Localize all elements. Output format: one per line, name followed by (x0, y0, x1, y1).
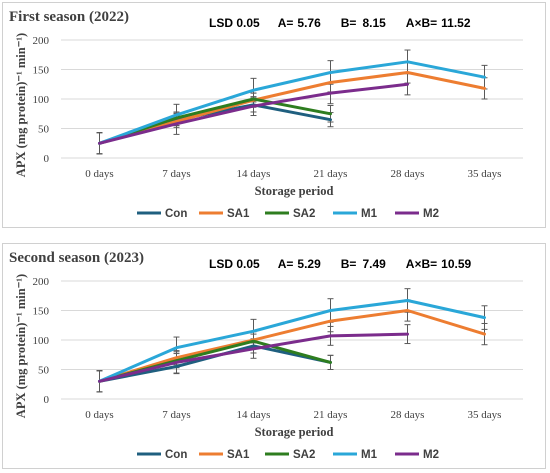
series-line-m1 (98, 299, 486, 383)
y-tick-label: 50 (38, 124, 50, 136)
chart-panel-second-season: Second season (2023) LSD 0.05 A= 5.29 B= 7.49… (2, 243, 546, 469)
x-tick-label: 35 days (468, 409, 502, 421)
lsd-annotation: LSD 0.05 A= 5.76 B= 8.15 A×B= 11.52 (209, 16, 471, 30)
lsd-a-value: 5.29 (297, 257, 321, 271)
x-tick-label: 28 days (391, 409, 425, 421)
y-tick-label: 200 (33, 35, 50, 47)
y-tick-label: 150 (33, 306, 50, 318)
legend-label-sa1: SA1 (227, 208, 250, 220)
lsd-b-label: B= (341, 16, 357, 30)
lsd-axb-label: A×B= (406, 257, 437, 271)
series-line-sa1 (98, 309, 486, 383)
x-tick-label: 7 days (162, 409, 190, 421)
series-line-m1 (98, 60, 486, 145)
x-tick-label: 0 days (85, 168, 113, 180)
y-tick-label: 150 (33, 65, 50, 77)
x-tick-label: 35 days (468, 168, 502, 180)
chart-title: First season (2022) (9, 9, 129, 25)
lsd-b-value: 7.49 (362, 257, 386, 271)
y-axis-title: APX (mg protein)⁻¹ min⁻¹) (14, 33, 28, 177)
y-tick-label: 100 (33, 94, 50, 106)
legend-label-sa2: SA2 (293, 208, 315, 220)
lsd-label: LSD 0.05 (209, 16, 260, 30)
lsd-axb-label: A×B= (406, 16, 437, 30)
legend-label-sa2: SA2 (293, 449, 315, 461)
legend-label-m1: M1 (361, 449, 378, 461)
lsd-annotation: LSD 0.05 A= 5.29 B= 7.49 A×B= 10.59 (209, 257, 472, 271)
legend-label-m1: M1 (361, 208, 378, 220)
x-tick-label: 28 days (391, 168, 425, 180)
x-tick-label: 7 days (162, 168, 190, 180)
legend-label-m2: M2 (423, 449, 439, 461)
lsd-b-value: 8.15 (362, 16, 386, 30)
lsd-axb-value: 10.59 (441, 257, 471, 271)
legend-label-m2: M2 (423, 208, 439, 220)
legend-label-con: Con (165, 449, 187, 461)
chart-svg-first-season: First season (2022) LSD 0.05 A= 5.76 B= 8.15 A… (9, 9, 523, 220)
chart-title: Second season (2023) (9, 250, 144, 266)
lsd-label: LSD 0.05 (209, 257, 260, 271)
series-line-m2 (98, 332, 409, 383)
x-tick-label: 14 days (237, 168, 271, 180)
legend-label-con: Con (165, 208, 187, 220)
y-tick-label: 0 (44, 394, 50, 406)
y-tick-label: 200 (33, 276, 50, 288)
x-tick-label: 0 days (85, 409, 113, 421)
x-tick-label: 21 days (314, 409, 348, 421)
chart-panel-first-season: First season (2022) LSD 0.05 A= 5.76 B= 8.15 A… (2, 2, 546, 228)
lsd-axb-value: 11.52 (441, 16, 471, 30)
x-tick-label: 21 days (314, 168, 348, 180)
lsd-a-label: A= (278, 16, 294, 30)
x-axis-title: Storage period (255, 425, 334, 439)
legend-label-sa1: SA1 (227, 449, 250, 461)
y-tick-label: 100 (33, 335, 50, 347)
chart-svg-second-season: Second season (2023) LSD 0.05 A= 5.29 B= 7.49… (9, 250, 523, 461)
lsd-b-label: B= (341, 257, 357, 271)
x-tick-label: 14 days (237, 409, 271, 421)
series-line-sa2 (98, 97, 332, 145)
x-axis-title: Storage period (255, 184, 334, 198)
y-axis-title: APX (mg protein)⁻¹ min⁻¹) (14, 274, 28, 418)
series-line-sa1 (98, 71, 486, 145)
series-line-m2 (98, 82, 409, 145)
lsd-a-value: 5.76 (297, 16, 321, 30)
y-tick-label: 50 (38, 365, 50, 377)
lsd-a-label: A= (278, 257, 294, 271)
y-tick-label: 0 (44, 153, 50, 165)
